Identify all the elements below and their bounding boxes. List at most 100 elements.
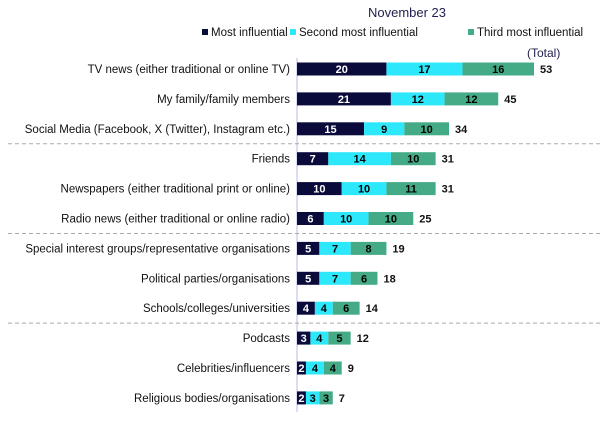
total-label: 14 [366,303,379,315]
data-label: 10 [385,214,397,226]
total-label: 9 [348,363,354,375]
data-label: 17 [418,64,430,76]
bar-segment [368,212,414,225]
bar-segment [319,271,351,285]
data-label: 2 [298,363,304,375]
total-label: 45 [504,94,516,106]
data-label: 7 [332,273,338,285]
total-label: 31 [442,184,454,196]
legend-swatch [202,29,208,35]
category-label: Political parties/organisations [141,273,290,285]
data-label: 4 [316,333,323,345]
data-label: 12 [412,94,424,106]
data-label: 9 [381,124,387,136]
category-label: Celebrities/influencers [177,363,290,375]
data-label: 21 [338,94,350,106]
data-label: 20 [336,64,348,76]
category-label: Schools/colleges/universities [143,303,290,315]
bar-segment [323,212,369,225]
bar-segment [404,122,450,136]
bar-segment [386,62,463,76]
data-label: 8 [365,243,371,255]
data-label: 15 [324,124,336,136]
bar-segment [297,361,306,375]
total-label: 7 [339,393,345,405]
bar-segment [297,122,365,136]
bar-segment [341,182,387,196]
legend-label: Third most influential [477,27,583,39]
total-label: 18 [383,273,395,285]
total-header: (Total) [527,46,560,60]
bar-segment [297,152,329,166]
data-label: 4 [303,303,310,315]
data-label: 7 [310,154,316,166]
bar-segment [297,391,306,405]
data-label: 6 [361,273,367,285]
legend-swatch [468,29,474,35]
data-label: 3 [310,393,316,405]
legend-label: Most influential [211,27,288,39]
data-label: 3 [301,333,307,345]
total-label: 25 [419,214,431,226]
category-label: Friends [252,154,291,166]
bar-segment [444,92,499,106]
data-label: 12 [465,94,477,106]
bar-segment [350,271,378,285]
total-label: 34 [455,124,468,136]
bar-segment [319,391,333,405]
total-label: 53 [540,64,552,76]
legend-label: Second most influential [299,27,418,39]
category-label: Religious bodies/organisations [134,393,290,405]
bar-segment [297,92,391,106]
chart-title: November 23 [368,5,446,20]
bar-segment [364,122,405,136]
total-label: 12 [357,333,369,345]
category-label: TV news (either traditional or online TV… [88,64,291,76]
bar-segment [297,182,342,196]
data-label: 4 [330,363,337,375]
data-label: 10 [313,184,325,196]
data-label: 7 [332,243,338,255]
data-label: 4 [321,303,328,315]
bar-segment [305,361,324,375]
data-label: 11 [405,184,417,196]
category-label: Newspapers (either traditional print or … [61,184,291,196]
category-label: Radio news (either traditional or online… [61,214,290,226]
bar-segment [297,241,320,255]
bar-segment [323,361,342,375]
bar-segment [350,241,387,255]
data-label: 10 [407,154,419,166]
data-label: 6 [343,303,349,315]
bar-segment [297,331,311,345]
bar-segment [297,212,324,225]
data-label: 10 [421,124,433,136]
data-label: 10 [340,214,352,226]
bar-segment [386,182,436,196]
bar-segment [328,152,391,166]
bar-segment [332,301,360,315]
bar-segment [305,391,320,405]
bar-segment [390,92,445,106]
bar-segment [297,301,315,315]
data-label: 10 [358,184,370,196]
bar-segment [297,62,387,76]
data-label: 6 [307,214,313,226]
bar-segment [314,301,333,315]
category-label: My family/family members [157,94,290,106]
bar-segment [297,271,320,285]
total-label: 19 [392,243,404,255]
data-label: 16 [492,64,504,76]
data-label: 5 [336,333,342,345]
bar-segment [390,152,436,166]
category-label: Special interest groups/representative o… [25,243,290,255]
bar-segment [462,62,534,76]
bar-segment [328,331,351,345]
category-label: Social Media (Facebook, X (Twitter), Ins… [25,124,290,136]
data-label: 5 [305,243,311,255]
data-label: 3 [323,393,329,405]
category-label: Podcasts [243,333,291,345]
data-label: 2 [298,393,304,405]
bar-segment [310,331,329,345]
